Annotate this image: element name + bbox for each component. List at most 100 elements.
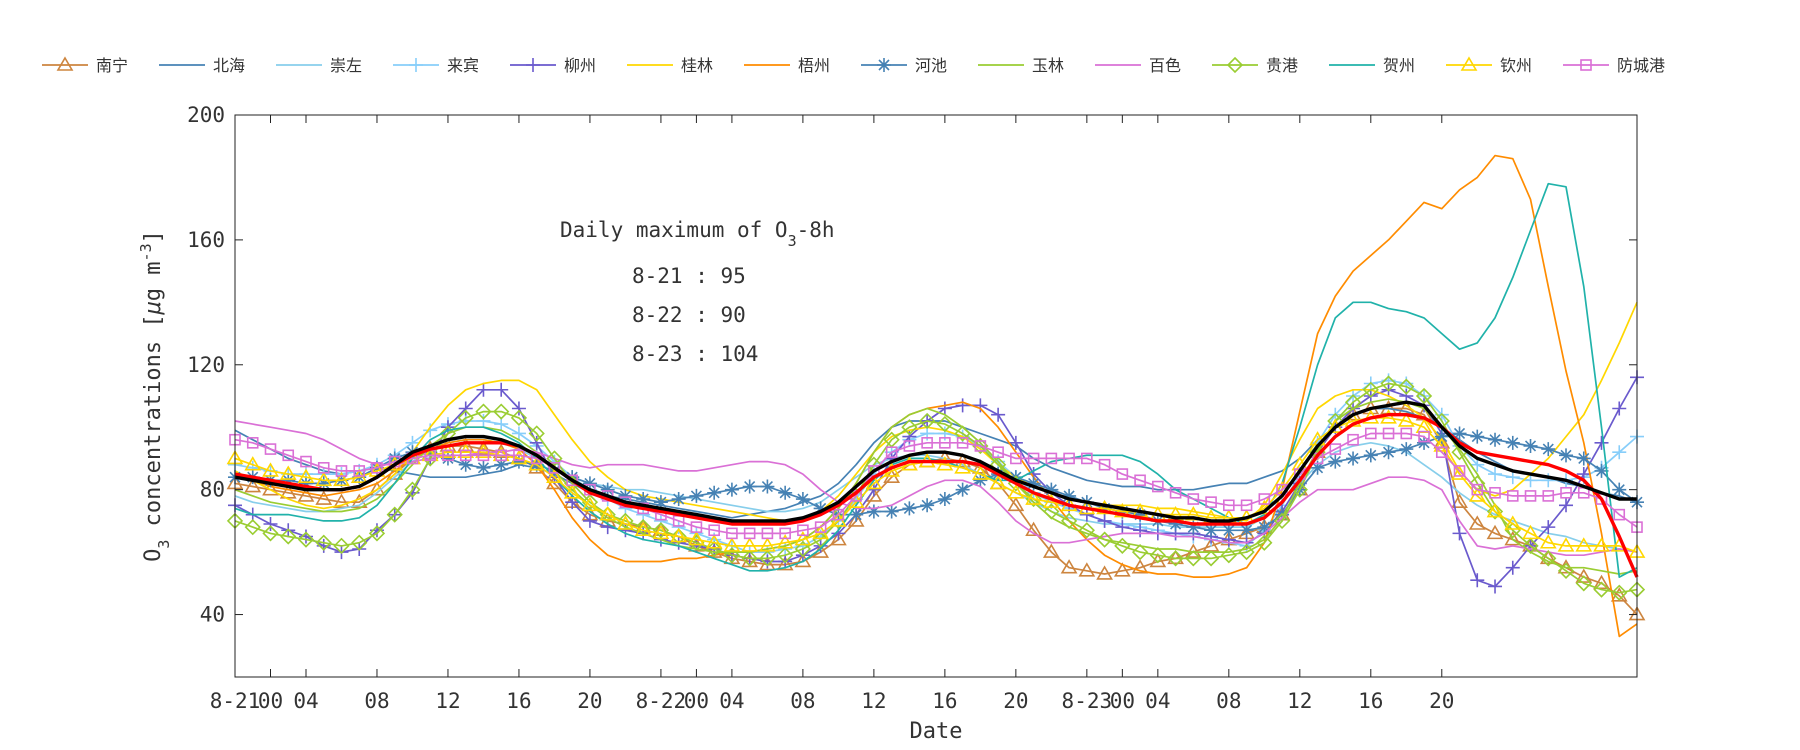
data-point [1382,427,1395,440]
data-point [1415,387,1433,405]
data-point [1486,503,1504,520]
data-point [794,540,812,558]
data-point [297,468,315,483]
data-point [813,501,828,516]
x-tick-label: 20 [1003,689,1028,713]
x-tick-label: 16 [932,689,957,713]
data-point [688,531,705,546]
x-tick-label: 04 [719,689,744,713]
data-point [1434,429,1449,444]
legend-item: 百色 [1095,56,1181,75]
data-point [1240,499,1253,512]
data-point [262,462,279,477]
data-point [1096,531,1113,548]
data-point [494,382,509,397]
data-point [1008,435,1023,450]
legend-item: 梧州 [744,56,830,75]
series-line [234,400,1637,523]
data-point [742,479,757,494]
data-point [1131,543,1149,561]
legend-label: 柳州 [564,56,596,75]
data-point [1078,522,1095,539]
data-point [776,556,794,571]
data-point [1506,490,1519,502]
data-point [1168,517,1183,532]
data-point [317,462,330,474]
series-line [234,182,1638,578]
legend-item: 北海 [159,56,245,75]
data-point [918,412,936,430]
data-point [1593,537,1610,552]
data-point [759,556,776,571]
data-point [1258,493,1271,505]
data-point [1204,523,1219,538]
data-point [262,525,279,542]
data-point [797,524,809,537]
series-北海 [234,407,1638,519]
data-point [618,488,633,503]
data-point [386,506,403,523]
data-point [1399,442,1414,457]
series-lines [226,154,1646,638]
data-point [298,476,313,491]
data-point [1149,547,1166,564]
data-point [1098,458,1111,471]
data-point [1167,550,1184,567]
legend-label: 北海 [213,56,245,75]
legend-marker [409,58,423,72]
data-point [244,477,262,493]
data-point [920,498,935,513]
data-point [1486,502,1504,518]
annotation-line: 8-21 : 95 [632,264,746,288]
data-point [759,550,776,567]
data-point [1114,537,1131,554]
data-point [1611,584,1628,601]
data-point [1575,568,1593,583]
x-tick-label: 16 [1358,689,1383,713]
legend-label: 桂林 [681,56,713,75]
data-point [636,492,651,507]
data-point [760,479,775,494]
data-point [1504,522,1521,539]
x-tick-label: 04 [1145,689,1170,713]
data-point [1594,463,1609,478]
data-point [937,401,952,416]
legend-label: 防城港 [1617,56,1665,75]
data-point [671,520,686,535]
data-point [689,488,704,503]
data-point [1364,427,1377,440]
legend-item: 玉林 [978,56,1064,75]
data-point [1187,493,1200,505]
data-point [1152,480,1164,493]
data-point [1470,429,1485,444]
data-point [1524,490,1537,502]
data-point [1522,524,1539,540]
data-point [670,528,687,545]
data-point [528,425,545,442]
data-point [723,547,741,564]
data-point [708,524,720,537]
data-point [652,522,670,539]
data-point [1045,452,1058,465]
data-point [991,407,1006,422]
data-point [244,456,262,471]
data-point [458,457,473,472]
data-point [1594,435,1609,450]
data-point [264,443,277,455]
data-point [832,508,845,521]
data-point [1576,451,1591,466]
data-point [1559,498,1574,513]
data-point [1593,574,1610,590]
data-point [404,481,421,498]
data-point [510,409,528,426]
data-point [1612,445,1627,460]
series-line [234,432,1638,535]
data-point [1223,499,1235,512]
data-point [582,513,597,528]
data-point [1027,452,1040,465]
legend-label: 百色 [1149,56,1181,75]
data-point [457,443,475,458]
data-point [1184,506,1202,521]
data-point [333,493,350,508]
